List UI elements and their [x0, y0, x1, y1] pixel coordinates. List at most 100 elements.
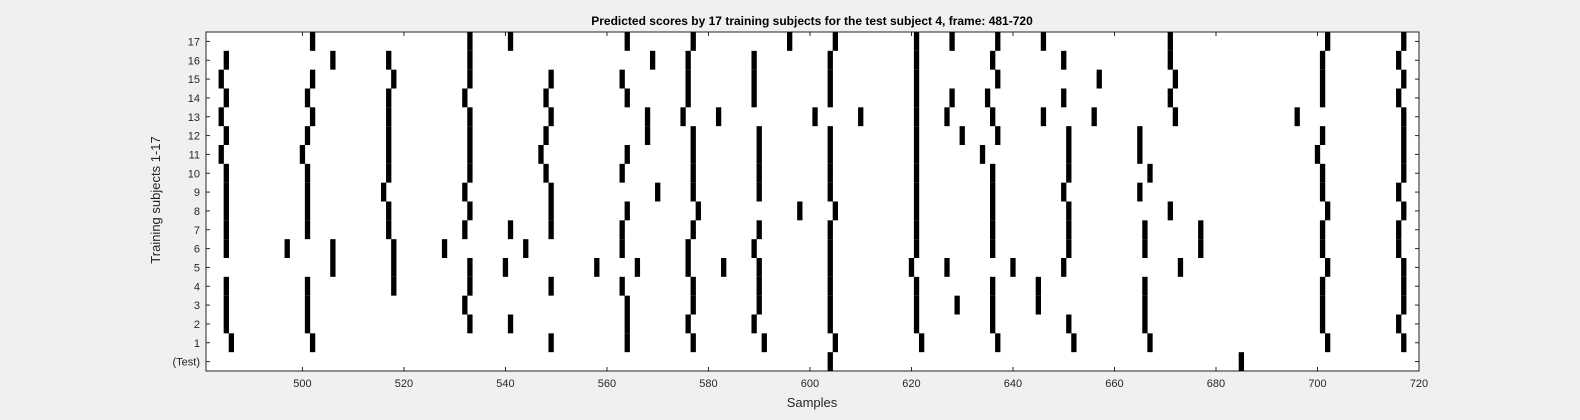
event-mark: [1147, 163, 1153, 183]
event-mark: [1319, 295, 1326, 315]
event-mark: [309, 32, 316, 51]
event-mark: [715, 107, 722, 127]
event-mark: [1172, 69, 1179, 89]
event-mark: [655, 182, 661, 202]
event-mark: [756, 295, 762, 315]
event-mark: [990, 239, 996, 258]
event-mark: [462, 220, 468, 240]
event-mark: [685, 50, 691, 70]
y-tick-label: 16: [188, 55, 200, 67]
event-mark: [223, 276, 229, 296]
event-mark: [1319, 50, 1326, 70]
event-mark: [1401, 333, 1407, 353]
event-mark: [913, 314, 920, 334]
event-mark: [990, 295, 996, 315]
event-mark: [1319, 69, 1326, 89]
event-mark: [827, 163, 833, 183]
event-mark: [949, 32, 955, 51]
x-tick-label: 500: [293, 378, 311, 390]
event-mark: [619, 163, 625, 183]
event-mark: [1396, 182, 1402, 202]
event-mark: [913, 276, 920, 296]
x-tick-label: 700: [1308, 378, 1326, 390]
event-mark: [990, 276, 996, 296]
x-tick-label: 560: [598, 378, 616, 390]
event-mark: [304, 126, 311, 145]
event-mark: [995, 69, 1001, 89]
event-mark: [619, 220, 625, 240]
y-tick-label: 15: [188, 74, 200, 86]
event-mark: [756, 163, 762, 183]
event-mark: [913, 145, 920, 164]
event-mark: [1066, 220, 1072, 240]
event-mark: [330, 239, 336, 258]
event-mark: [330, 258, 336, 277]
event-mark: [908, 258, 915, 277]
event-mark: [1040, 107, 1047, 127]
event-mark: [1396, 88, 1402, 108]
y-tick-label: 4: [194, 281, 200, 293]
event-mark: [467, 314, 473, 334]
event-mark: [548, 107, 554, 127]
event-mark: [1324, 258, 1331, 277]
event-mark: [949, 88, 955, 108]
event-mark: [391, 239, 397, 258]
plot-area: [205, 31, 1420, 372]
event-mark: [1061, 182, 1067, 202]
event-mark: [913, 126, 920, 145]
event-mark: [223, 201, 229, 221]
event-mark: [304, 88, 311, 108]
event-mark: [624, 314, 630, 334]
event-mark: [954, 295, 960, 315]
event-mark: [685, 239, 691, 258]
event-mark: [1401, 145, 1407, 164]
event-mark: [827, 145, 833, 164]
event-mark: [1401, 32, 1407, 51]
event-mark: [223, 182, 229, 202]
y-tick-label: 2: [194, 319, 200, 331]
event-mark: [751, 314, 757, 334]
event-mark: [858, 107, 864, 127]
event-mark: [304, 314, 311, 334]
event-mark: [1040, 32, 1047, 51]
event-mark: [1401, 276, 1407, 296]
event-mark: [1142, 220, 1148, 240]
event-mark: [386, 145, 392, 164]
event-mark: [944, 258, 950, 277]
x-tick-label: 600: [801, 378, 819, 390]
event-mark: [304, 201, 311, 221]
event-mark: [756, 126, 762, 145]
event-mark: [467, 126, 473, 145]
event-mark: [1142, 295, 1148, 315]
event-mark: [502, 258, 509, 277]
x-tick-label: 640: [1004, 378, 1022, 390]
event-mark: [467, 107, 473, 127]
event-mark: [380, 182, 387, 202]
y-tick-label: 8: [194, 206, 200, 218]
event-mark: [1396, 50, 1402, 70]
event-mark: [299, 145, 306, 164]
event-mark: [284, 239, 290, 258]
event-mark: [386, 201, 392, 221]
event-mark: [832, 201, 838, 221]
event-mark: [223, 295, 229, 315]
event-mark: [507, 220, 514, 240]
event-mark: [548, 69, 554, 89]
event-mark: [1324, 333, 1331, 353]
event-mark: [1319, 314, 1326, 334]
event-mark: [507, 32, 514, 51]
event-mark: [644, 107, 651, 127]
event-mark: [1137, 126, 1143, 145]
event-mark: [1035, 295, 1042, 315]
event-mark: [548, 333, 554, 353]
event-mark: [467, 145, 473, 164]
x-tick-label: 540: [496, 378, 514, 390]
event-mark: [309, 333, 316, 353]
event-mark: [543, 126, 549, 145]
event-mark: [827, 220, 833, 240]
event-mark: [1319, 88, 1326, 108]
event-mark: [548, 182, 554, 202]
event-mark: [624, 145, 630, 164]
event-mark: [913, 88, 920, 108]
